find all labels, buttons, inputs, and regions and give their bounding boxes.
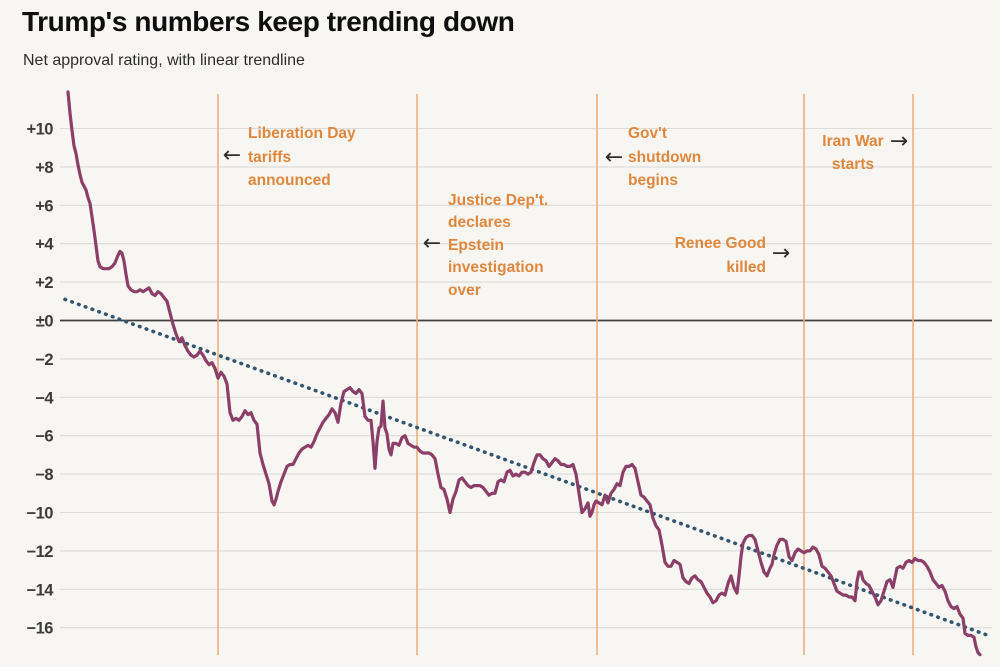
y-axis-tick-label: +10	[27, 121, 54, 139]
y-axis-tick-label: −8	[35, 466, 53, 484]
y-axis-tick-label: −12	[27, 543, 54, 561]
y-axis-tick-label: +8	[35, 159, 53, 177]
net-approval-line	[66, 90, 982, 657]
chart-header: Trump's numbers keep trending down Net a…	[22, 6, 972, 70]
y-axis-tick-label: −4	[35, 389, 54, 407]
y-axis-tick-label: +6	[35, 197, 53, 215]
y-axis-tick-label: +4	[35, 236, 54, 254]
y-axis-tick-label: −6	[35, 428, 53, 446]
linear-trendline	[63, 297, 990, 638]
y-axis-tick-label: +2	[35, 274, 53, 292]
chart-title: Trump's numbers keep trending down	[22, 6, 515, 37]
y-axis-tick-label: −10	[27, 505, 54, 523]
chart-subtitle: Net approval rating, with linear trendli…	[23, 52, 305, 69]
y-axis-tick-label: −14	[27, 581, 55, 599]
y-axis-tick-label: −2	[35, 351, 53, 369]
y-axis-tick-label: −16	[27, 620, 54, 638]
y-axis-tick-label: ±0	[36, 313, 54, 331]
